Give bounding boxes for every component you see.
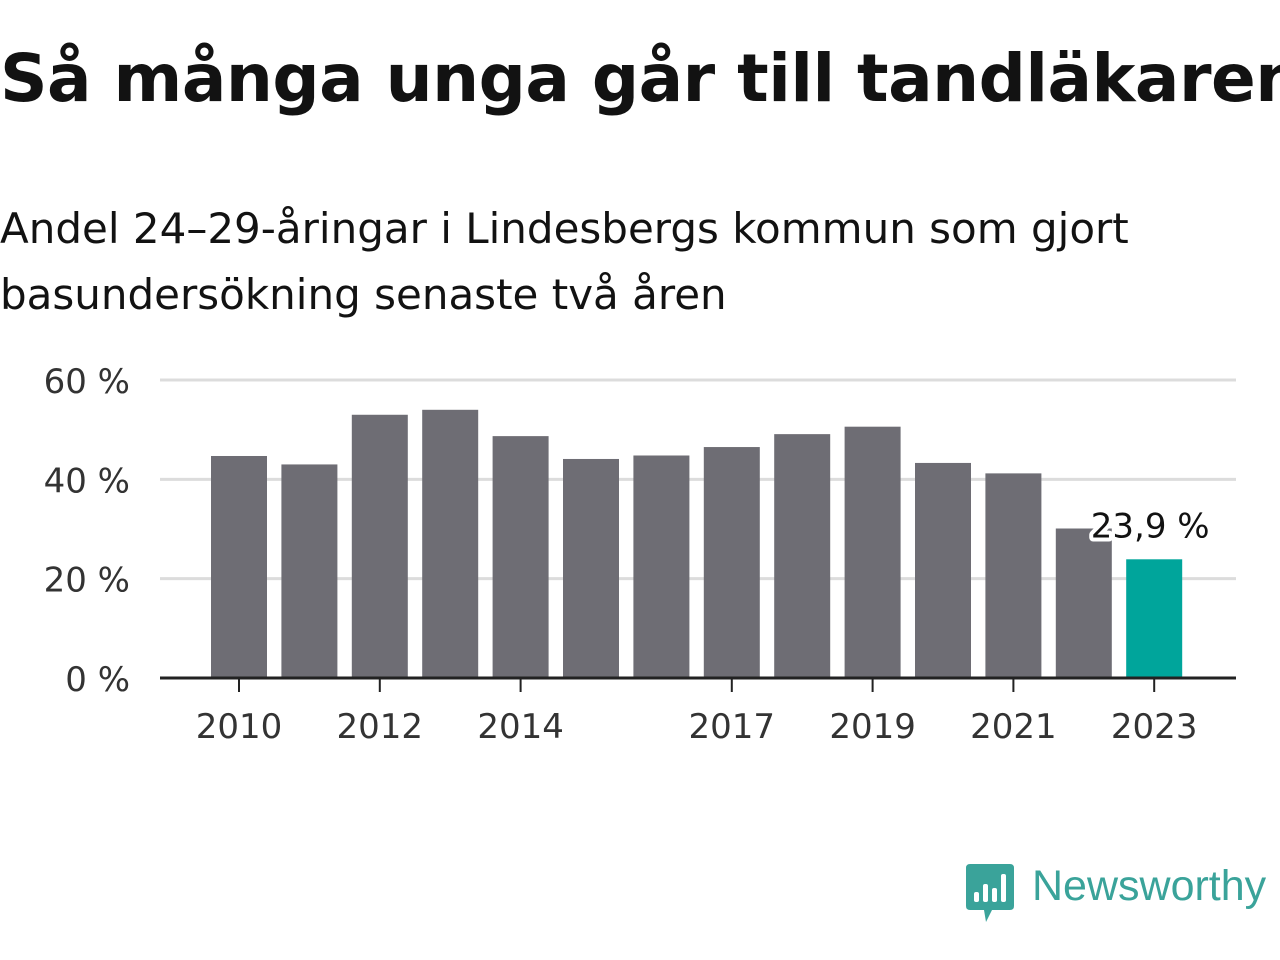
bar-chart: 0 %20 %40 %60 %23,9 %23,9 %2010 2012 2014 2… bbox=[44, 362, 1236, 747]
data-label-halo: 23,9 % bbox=[1091, 506, 1210, 546]
y-tick-label: 20 % bbox=[44, 561, 130, 601]
bar bbox=[563, 458, 619, 678]
x-tick-label: 2012 bbox=[337, 707, 424, 747]
y-tick-label: 40 % bbox=[44, 461, 130, 501]
bar bbox=[422, 409, 479, 678]
bar bbox=[844, 426, 901, 678]
x-tick-label: 2010 bbox=[196, 707, 283, 747]
bar bbox=[774, 434, 831, 678]
bar bbox=[915, 462, 971, 678]
y-tick-label: 0 % bbox=[65, 660, 130, 700]
bar bbox=[633, 455, 690, 678]
brand-logo: Newsworthy bbox=[964, 862, 1266, 926]
bar bbox=[281, 464, 338, 678]
chart-title: Så många unga går till tandläkaren bbox=[0, 40, 1280, 117]
bar bbox=[703, 447, 760, 678]
bar bbox=[492, 436, 549, 678]
bar bbox=[351, 414, 408, 678]
chart-subtitle: Andel 24–29-åringar i Lindesbergs kommun… bbox=[0, 204, 1129, 319]
bar-chart-speech-bubble-icon bbox=[966, 864, 1014, 922]
bar bbox=[211, 455, 267, 678]
y-tick-label: 60 % bbox=[44, 362, 130, 402]
bar bbox=[1055, 528, 1112, 678]
x-tick-label: 2023 bbox=[1111, 707, 1198, 747]
brand-name: Newsworthy bbox=[1032, 862, 1267, 910]
bar bbox=[985, 473, 1042, 678]
data-label: 23,9 % bbox=[1091, 506, 1210, 546]
x-tick-label: 2014 bbox=[477, 707, 564, 747]
x-tick-label: 2019 bbox=[829, 707, 916, 747]
x-tick-label: 2017 bbox=[689, 707, 776, 747]
x-tick-label: 2021 bbox=[970, 707, 1057, 747]
bar-highlight bbox=[1126, 559, 1183, 678]
